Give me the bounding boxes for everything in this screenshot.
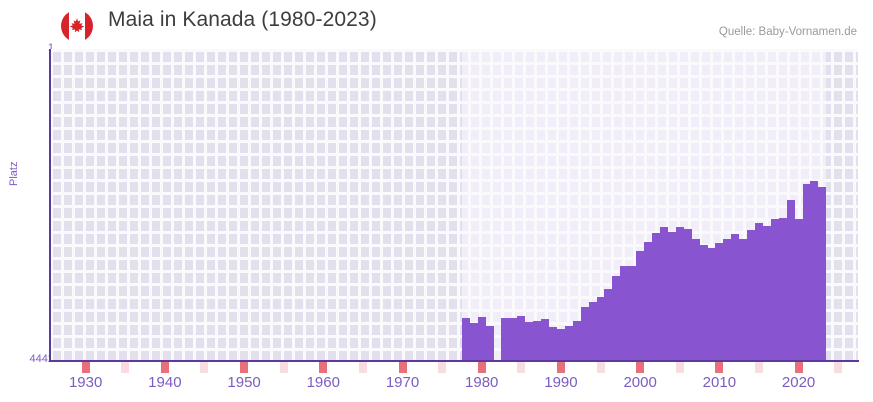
bar[interactable] [770, 219, 779, 361]
bar[interactable] [628, 266, 637, 361]
x-tick-major [556, 362, 565, 373]
bar[interactable] [739, 239, 748, 361]
bar[interactable] [517, 316, 526, 361]
x-tick-major [319, 362, 328, 373]
x-tick-major [715, 362, 724, 373]
x-tick-major [398, 362, 407, 373]
bar[interactable] [762, 226, 771, 361]
bar[interactable] [786, 200, 795, 361]
x-axis-line [50, 360, 859, 362]
maple-leaf-icon [69, 18, 85, 33]
x-tick-minor [754, 362, 763, 373]
bar[interactable] [731, 234, 740, 361]
x-tick-major [636, 362, 645, 373]
bar[interactable] [683, 229, 692, 361]
bar[interactable] [556, 329, 565, 361]
canada-flag-icon [61, 10, 93, 42]
bar[interactable] [580, 307, 589, 361]
x-axis-tick-label: 1950 [227, 374, 261, 391]
source-attribution: Quelle: Baby-Vornamen.de [718, 26, 857, 38]
bar[interactable] [644, 242, 653, 361]
flag-band-left [61, 10, 69, 42]
x-tick-minor [358, 362, 367, 373]
bar[interactable] [754, 223, 763, 361]
bar[interactable] [723, 239, 732, 361]
bar[interactable] [485, 326, 494, 361]
bar[interactable] [810, 181, 819, 361]
bar[interactable] [659, 227, 668, 361]
x-tick-major [477, 362, 486, 373]
x-tick-minor [200, 362, 209, 373]
bar[interactable] [691, 239, 700, 361]
bar[interactable] [572, 321, 581, 361]
x-tick-major [160, 362, 169, 373]
bar[interactable] [636, 251, 645, 361]
bar[interactable] [794, 219, 803, 361]
bar[interactable] [477, 317, 486, 361]
bar[interactable] [533, 321, 542, 361]
bar[interactable] [604, 289, 613, 361]
bar[interactable] [699, 245, 708, 361]
bar[interactable] [620, 266, 629, 361]
bar[interactable] [707, 248, 716, 361]
y-axis-max-label: 1 [47, 42, 54, 54]
chart-header: Maia in Kanada (1980-2023) Quelle: Baby-… [0, 0, 873, 45]
x-axis-tick-label: 1970 [385, 374, 420, 391]
x-tick-minor [596, 362, 605, 373]
bar[interactable] [564, 326, 573, 361]
bar[interactable] [818, 187, 827, 361]
bar-series [50, 49, 858, 361]
plot-area [50, 49, 858, 361]
bar[interactable] [778, 218, 787, 361]
bar[interactable] [715, 243, 724, 361]
y-axis-line [49, 49, 51, 362]
flag-band-right [85, 10, 93, 42]
bar[interactable] [469, 323, 478, 361]
bar[interactable] [802, 184, 811, 361]
x-axis-tick-label: 1960 [306, 374, 340, 391]
bar[interactable] [667, 232, 676, 361]
x-tick-major [794, 362, 803, 373]
x-axis-tick-label: 2010 [702, 374, 737, 391]
y-axis-title: Platz [8, 161, 20, 186]
x-tick-minor [834, 362, 843, 373]
bar[interactable] [612, 276, 621, 361]
bar[interactable] [747, 230, 756, 361]
x-tick-major [240, 362, 249, 373]
x-axis-tick-label: 1930 [68, 374, 103, 391]
x-tick-minor [675, 362, 684, 373]
bar[interactable] [509, 318, 518, 361]
x-axis-tick-label: 1980 [465, 374, 499, 391]
x-tick-minor [121, 362, 130, 373]
bar[interactable] [596, 297, 605, 361]
x-axis-ticks [50, 362, 858, 373]
x-axis-tick-label: 2020 [781, 374, 816, 391]
y-axis-min-label: 4442 [29, 353, 54, 365]
x-axis-tick-label: 2000 [623, 374, 657, 391]
x-axis-labels: 1930 1940 1950 1960 1970 1980 1990 2000 2010 2020 [0, 374, 873, 396]
page-title: Maia in Kanada (1980-2023) [108, 8, 377, 31]
bar[interactable] [501, 318, 510, 361]
x-tick-major [81, 362, 90, 373]
bar[interactable] [525, 322, 534, 361]
x-axis-tick-label: 1990 [544, 374, 578, 391]
bar[interactable] [549, 327, 558, 361]
bar[interactable] [541, 319, 550, 361]
bar[interactable] [461, 318, 470, 361]
bar[interactable] [652, 233, 660, 361]
x-tick-minor [279, 362, 288, 373]
bar[interactable] [588, 302, 597, 361]
x-tick-minor [517, 362, 526, 373]
x-tick-minor [438, 362, 447, 373]
bar[interactable] [675, 227, 684, 361]
x-axis-tick-label: 1940 [148, 374, 182, 391]
